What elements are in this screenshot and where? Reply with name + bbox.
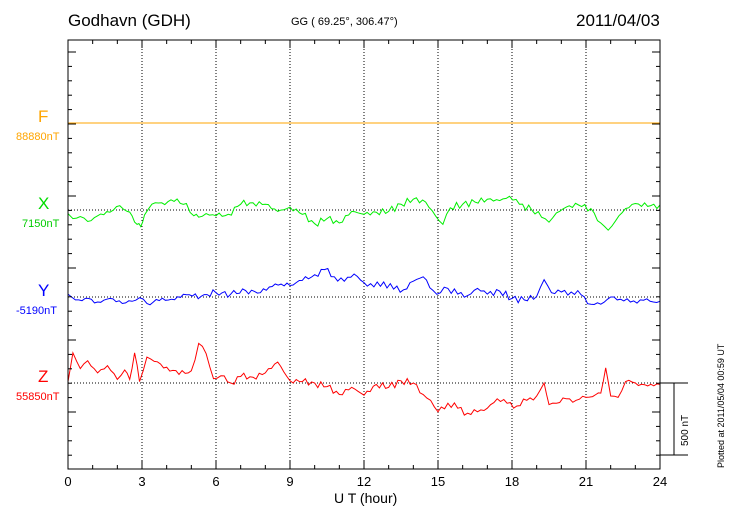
series-line-z: [67, 342, 661, 416]
baseline-label-f: 88880nT: [16, 131, 60, 143]
baseline-label-z: 55850nT: [16, 391, 60, 403]
series-line-y: [67, 267, 661, 306]
x-tick-label: 21: [578, 474, 594, 489]
x-axis-title: U T (hour): [334, 490, 398, 506]
chart-grid: [68, 40, 660, 469]
series-line-x: [67, 195, 661, 231]
scale-bar: [660, 382, 688, 456]
x-tick-label: 6: [212, 474, 220, 489]
coordinates-label: GG ( 69.25°, 306.47°): [291, 16, 398, 28]
x-tick-label: 3: [138, 474, 146, 489]
x-tick-label: 24: [652, 474, 668, 489]
channel-label-x: X: [38, 194, 50, 213]
x-tick-label: 12: [356, 474, 372, 489]
channel-label-y: Y: [38, 281, 50, 300]
station-title: Godhavn (GDH): [68, 11, 191, 30]
x-tick-label: 9: [286, 474, 294, 489]
date-label: 2011/04/03: [576, 11, 660, 30]
baseline-label-x: 7150nT: [22, 218, 60, 230]
x-tick-label: 18: [504, 474, 520, 489]
x-tick-label: 0: [64, 474, 72, 489]
baseline-label-y: -5190nT: [16, 305, 57, 317]
chart-series: [67, 122, 661, 416]
channel-label-z: Z: [38, 367, 49, 386]
plot-frame: [67, 39, 661, 470]
axis-ticks: [67, 40, 661, 469]
channel-label-f: F: [38, 107, 49, 126]
x-tick-label: 15: [430, 474, 446, 489]
